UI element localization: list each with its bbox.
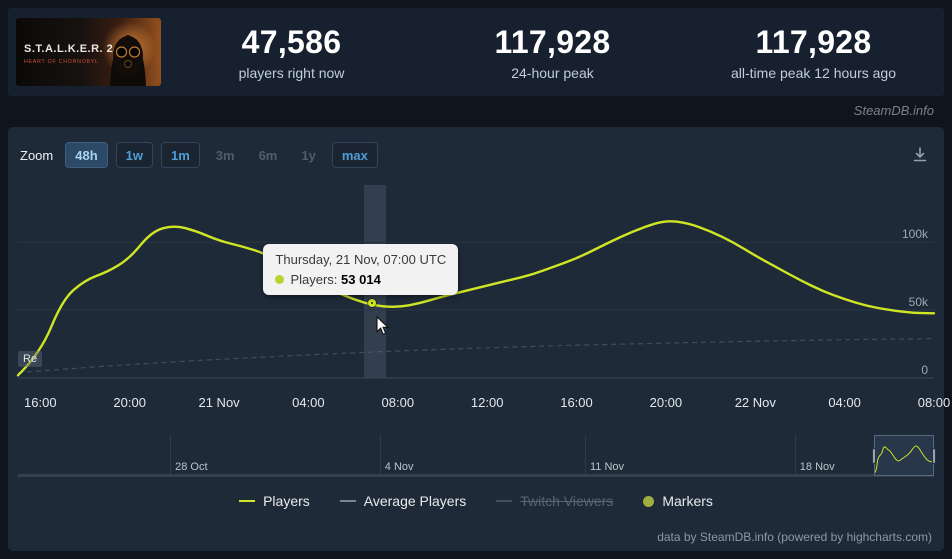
x-axis-label: 16:00	[560, 395, 593, 410]
chart-legend: Players Average Players Twitch Viewers Mark…	[8, 493, 944, 509]
x-axis-label: 21 Nov	[198, 395, 240, 410]
x-axis-label: 20:00	[113, 395, 146, 410]
average-players-line	[17, 338, 935, 374]
navigator-date-tick	[170, 435, 172, 476]
gasmask-lens-right	[128, 46, 141, 58]
range-button-1w[interactable]: 1w	[115, 142, 153, 168]
credits[interactable]: data by SteamDB.info (powered by highcha…	[657, 530, 932, 544]
navigator-date-label: 28 Oct	[175, 461, 208, 473]
x-axis-label: 20:00	[649, 395, 683, 410]
navigator-date-tick	[794, 435, 796, 476]
players-line	[16, 220, 936, 377]
alltime-peak-value: 117,928	[755, 23, 872, 60]
stats-row: 47,586 players right now 117,928 24-hour…	[161, 24, 944, 81]
range-button-3m: 3m	[208, 142, 243, 168]
gasmask-filter	[124, 60, 132, 68]
download-icon[interactable]	[908, 143, 932, 167]
navigator-date-label: 18 Nov	[799, 461, 835, 473]
x-axis-label: 16:00	[24, 395, 57, 410]
legend-item-markers[interactable]: Markers	[643, 493, 713, 509]
game-capsule[interactable]: S.T.A.L.K.E.R. 2 HEART OF CHORNOBYL	[16, 18, 161, 86]
steamdb-watermark: SteamDB.info	[853, 103, 934, 118]
tooltip-series-dot-icon	[275, 274, 285, 284]
tooltip-series-label: Players:	[290, 271, 338, 287]
gasmask-lens-left	[115, 46, 128, 58]
legend-swatch-icon	[339, 500, 356, 502]
range-button-48h[interactable]: 48h	[65, 142, 108, 168]
navigator-zero-line	[18, 474, 875, 476]
peak-24h-value: 117,928	[494, 23, 611, 60]
navigator-selection[interactable]	[872, 435, 936, 476]
x-axis-label: 22 Nov	[734, 395, 776, 410]
current-players-value: 47,586	[241, 23, 342, 60]
x-axis-label: 08:00	[917, 395, 951, 410]
chart-panel: Zoom 48h 1w 1m 3m 6m 1y max Re Thursday, 21 No…	[8, 127, 950, 551]
players-chart	[16, 220, 936, 379]
x-axis-label: 04:00	[292, 395, 325, 410]
range-button-max[interactable]: max	[331, 142, 378, 168]
game-art: S.T.A.L.K.E.R. 2 HEART OF CHORNOBYL	[16, 18, 161, 86]
stat-current-players: 47,586 players right now	[161, 24, 422, 81]
legend-swatch-icon	[239, 500, 256, 502]
legend-item-twitch-viewers[interactable]: Twitch Viewers	[496, 493, 613, 509]
legend-label: Twitch Viewers	[520, 493, 614, 509]
y-axis-label: 0	[921, 363, 928, 377]
game-logo-text: S.T.A.L.K.E.R. 2	[24, 43, 113, 55]
plot-area[interactable]: Re Thursday, 21 Nov, 07:00 UTC Players: …	[16, 185, 936, 379]
legend-item-players[interactable]: Players	[239, 493, 310, 509]
zoom-label: Zoom	[20, 147, 54, 163]
game-logo-subtext: HEART OF CHORNOBYL	[24, 59, 99, 65]
y-axis-label: 100k	[901, 227, 928, 242]
navigator-date-tick	[379, 435, 381, 476]
chart-toolbar: Zoom 48h 1w 1m 3m 6m 1y max	[20, 141, 932, 169]
navigator-date-tick	[585, 435, 586, 476]
tooltip: Thursday, 21 Nov, 07:00 UTC Players: 53 …	[263, 243, 459, 295]
peak-24h-label: 24-hour peak	[511, 64, 594, 81]
stat-24h-peak: 117,928 24-hour peak	[422, 24, 683, 81]
x-axis: 16:00 20:00 21 Nov 04:00 08:00 12:00 16:00 20:0…	[18, 395, 950, 413]
legend-swatch-icon	[643, 495, 655, 507]
current-players-label: players right now	[238, 64, 345, 81]
range-button-1y: 1y	[293, 142, 323, 168]
alltime-peak-label: all-time peak 12 hours ago	[731, 64, 896, 81]
tooltip-value-row: Players: 53 014	[275, 272, 446, 287]
x-axis-label: 08:00	[381, 395, 415, 410]
range-button-6m: 6m	[251, 142, 286, 168]
navigator-date-label: 11 Nov	[590, 461, 625, 473]
range-buttons: 48h 1w 1m 3m 6m 1y max	[65, 142, 378, 168]
navigator-handle-left[interactable]	[872, 447, 877, 464]
navigator-date-label: 4 Nov	[384, 461, 414, 473]
navigator[interactable]: 28 Oct 4 Nov 11 Nov 18 Nov	[18, 435, 936, 477]
legend-item-average-players[interactable]: Average Players	[339, 493, 467, 509]
tooltip-value: 53 014	[341, 271, 381, 287]
x-axis-label: 12:00	[470, 395, 504, 410]
x-axis-label: 04:00	[828, 395, 861, 410]
legend-label: Players	[263, 493, 310, 509]
y-axis-label: 50k	[908, 295, 928, 309]
legend-label: Markers	[662, 493, 713, 509]
tooltip-title: Thursday, 21 Nov, 07:00 UTC	[275, 251, 447, 267]
legend-swatch-icon	[496, 500, 513, 502]
stat-alltime-peak: 117,928 all-time peak 12 hours ago	[683, 24, 944, 81]
legend-label: Average Players	[363, 493, 467, 509]
range-button-1m[interactable]: 1m	[160, 142, 200, 168]
release-flag[interactable]: Re	[18, 351, 43, 367]
navigator-handle-right[interactable]	[931, 447, 936, 464]
hover-marker	[368, 298, 377, 307]
navigator-mini-chart	[875, 445, 934, 473]
stats-header: S.T.A.L.K.E.R. 2 HEART OF CHORNOBYL 47,5…	[8, 8, 944, 96]
